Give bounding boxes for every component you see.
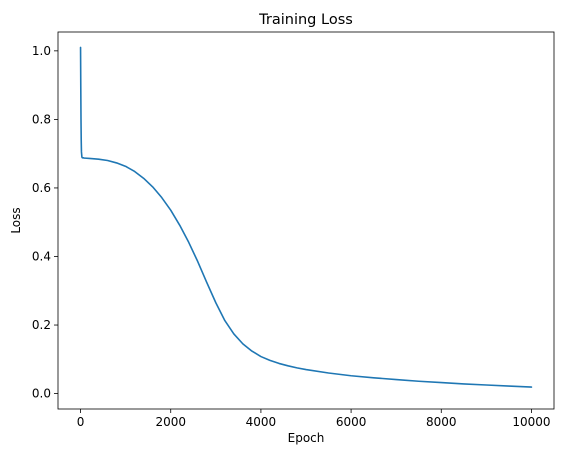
y-tick-label: 0.8 [32, 112, 51, 126]
plot-frame [57, 31, 555, 410]
x-tick-label: 8000 [426, 415, 457, 429]
series-layer [79, 46, 533, 388]
x-tick-label: 10000 [512, 415, 550, 429]
y-axis-label: Loss [9, 207, 23, 233]
y-ticks-layer: 0.0 0.2 0.4 0.6 0.8 1.0 [32, 44, 58, 401]
y-tick-label: 1.0 [32, 44, 51, 58]
series-line-0 [79, 46, 533, 388]
y-tick-label: 0.4 [32, 249, 51, 263]
x-tick-label: 2000 [155, 415, 186, 429]
x-tick-label: 6000 [336, 415, 367, 429]
y-tick-label: 0.2 [32, 318, 51, 332]
x-tick-label: 0 [77, 415, 85, 429]
chart-title: Training Loss [258, 12, 353, 28]
x-ticks-layer: 0 2000 4000 6000 8000 10000 [77, 409, 551, 429]
plot-area-background [58, 32, 554, 409]
y-tick-label: 0.0 [32, 387, 51, 401]
y-tick-label: 0.6 [32, 181, 51, 195]
x-axis-label: Epoch [288, 431, 325, 445]
x-tick-label: 4000 [246, 415, 277, 429]
